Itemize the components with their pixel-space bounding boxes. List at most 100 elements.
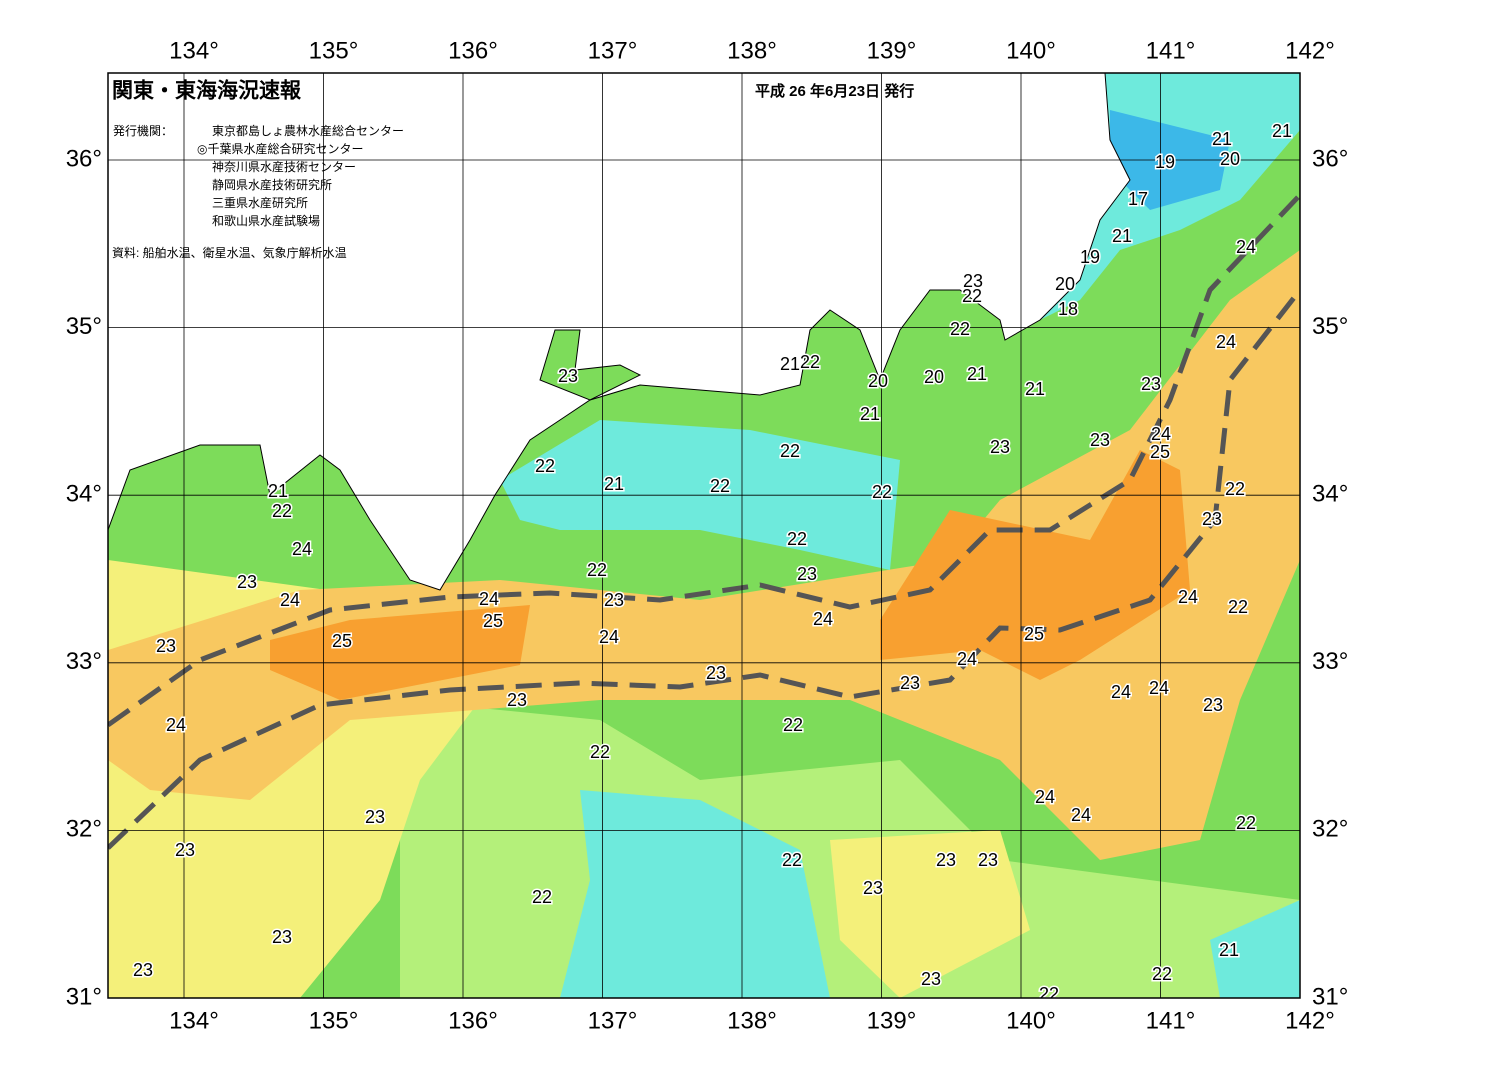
contour-label: 23 <box>978 850 998 870</box>
lon-tick-label: 139° <box>867 37 917 64</box>
contour-label: 23 <box>507 690 527 710</box>
title: 関東・東海海況速報 <box>112 79 302 103</box>
lon-tick-label: 142° <box>1285 37 1335 64</box>
lon-tick-label: 138° <box>727 37 777 64</box>
contour-label: 23 <box>1090 430 1110 450</box>
contour-label: 23 <box>863 878 883 898</box>
lon-tick-label: 134° <box>169 1007 219 1034</box>
contour-label: 23 <box>921 969 941 989</box>
contour-label: 24 <box>166 715 186 735</box>
contour-label: 17 <box>1128 189 1148 209</box>
contour-label: 24 <box>813 609 833 629</box>
contour-label: 21 <box>1212 129 1232 149</box>
contour-label: 23 <box>963 271 983 291</box>
contour-label: 22 <box>532 887 552 907</box>
contour-label: 21 <box>967 364 987 384</box>
contour-label: 20 <box>1220 149 1240 169</box>
lon-tick-label: 139° <box>867 1007 917 1034</box>
lat-tick-label: 31° <box>66 983 102 1010</box>
contour-label: 23 <box>558 366 578 386</box>
contour-label: 20 <box>868 371 888 391</box>
lon-tick-label: 136° <box>448 37 498 64</box>
contour-label: 24 <box>1178 587 1198 607</box>
issuer: 三重県水産研究所 <box>212 195 308 210</box>
contour-label: 21 <box>780 354 800 374</box>
contour-label: 22 <box>1152 964 1172 984</box>
contour-label: 22 <box>950 319 970 339</box>
source: 資料: 船舶水温、衛星水温、気象庁解析水温 <box>112 245 347 260</box>
contour-label: 22 <box>783 715 803 735</box>
contour-label: 23 <box>175 840 195 860</box>
contour-label: 24 <box>479 589 499 609</box>
contour-label: 22 <box>535 456 555 476</box>
contour-label: 24 <box>280 590 300 610</box>
contour-label: 24 <box>292 539 312 559</box>
issuer: 静岡県水産技術研究所 <box>212 177 332 192</box>
warm-core <box>880 450 1190 680</box>
contour-label: 22 <box>962 286 982 306</box>
contour-label: 23 <box>900 673 920 693</box>
warm-core <box>270 605 530 700</box>
contour-label: 23 <box>156 636 176 656</box>
contour-label: 20 <box>924 367 944 387</box>
issuer: 東京都島しょ農林水産総合センター <box>212 123 404 138</box>
issue-date: 平成 26 年6月23日 発行 <box>755 82 914 100</box>
contour-label: 21 <box>604 474 624 494</box>
contour-label: 23 <box>272 927 292 947</box>
map-frame <box>107 72 1301 999</box>
contour-label: 24 <box>1149 678 1169 698</box>
contour-label: 22 <box>1225 479 1245 499</box>
contour-label: 23 <box>133 960 153 980</box>
lat-tick-label: 36° <box>1312 145 1348 172</box>
lon-tick-label: 137° <box>588 37 638 64</box>
lon-tick-label: 141° <box>1146 37 1196 64</box>
issuer: ◎千葉県水産総合研究センター <box>197 141 363 156</box>
lon-tick-label: 140° <box>1006 1007 1056 1034</box>
lat-tick-label: 35° <box>1312 313 1348 340</box>
contour-label: 19 <box>1155 152 1175 172</box>
lon-tick-label: 136° <box>448 1007 498 1034</box>
contour-label: 18 <box>1058 299 1078 319</box>
contour-label: 22 <box>872 482 892 502</box>
kuroshio-north-edge <box>108 193 1300 728</box>
contour-label: 23 <box>990 437 1010 457</box>
contour-label: 22 <box>1228 597 1248 617</box>
contour-label: 22 <box>587 560 607 580</box>
lon-tick-label: 137° <box>588 1007 638 1034</box>
contour-label: 24 <box>1216 332 1236 352</box>
lat-tick-label: 34° <box>1312 481 1348 508</box>
contour-label: 22 <box>710 476 730 496</box>
contour-label: 22 <box>1039 984 1059 1004</box>
contour-label: 22 <box>782 850 802 870</box>
contour-label: 23 <box>237 572 257 592</box>
lat-tick-label: 33° <box>66 648 102 675</box>
contour-label: 23 <box>365 807 385 827</box>
cool-zone <box>1210 900 1300 998</box>
contour-label: 25 <box>332 631 352 651</box>
lon-tick-label: 138° <box>727 1007 777 1034</box>
contour-label: 22 <box>780 441 800 461</box>
contour-label: 21 <box>1219 940 1239 960</box>
contour-label: 23 <box>936 850 956 870</box>
bay <box>539 329 642 401</box>
lon-tick-label: 134° <box>169 37 219 64</box>
contour-label: 21 <box>1272 121 1292 141</box>
lat-tick-label: 35° <box>66 313 102 340</box>
contour-label: 24 <box>1035 787 1055 807</box>
lon-tick-label: 135° <box>309 1007 359 1034</box>
contour-label: 22 <box>787 529 807 549</box>
sea-zone <box>830 830 1030 998</box>
contour-label: 23 <box>1202 509 1222 529</box>
contour-label: 23 <box>604 590 624 610</box>
lat-tick-label: 33° <box>1312 648 1348 675</box>
contour-label: 19 <box>1080 247 1100 267</box>
lat-tick-label: 31° <box>1312 983 1348 1010</box>
contour-label: 23 <box>797 564 817 584</box>
lon-tick-label: 135° <box>309 37 359 64</box>
lat-tick-label: 32° <box>1312 816 1348 843</box>
contour-label: 24 <box>1111 682 1131 702</box>
contour-label: 24 <box>599 627 619 647</box>
